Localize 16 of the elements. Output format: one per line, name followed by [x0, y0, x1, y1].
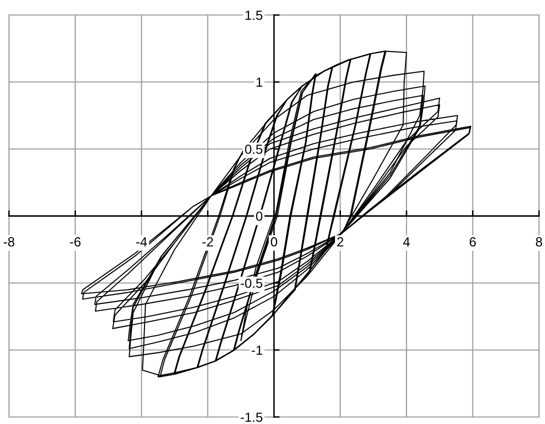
y-tick-label: -0.5 — [240, 278, 262, 288]
x-tick-label: -8 — [4, 237, 14, 247]
x-tick-label: 6 — [470, 237, 476, 247]
x-tick-label: -2 — [202, 237, 213, 246]
y-tick-label: 1 — [256, 78, 262, 87]
x-tick-label: 2 — [337, 237, 344, 246]
y-tick-label: 0 — [256, 212, 262, 221]
x-tick-label: 8 — [536, 237, 542, 247]
y-tick-label: 1.5 — [246, 10, 262, 20]
x-tick-label: 4 — [403, 237, 410, 246]
x-tick-label: -6 — [70, 237, 81, 247]
y-tick-label: 0.5 — [245, 144, 262, 154]
y-tick-label: -1.5 — [240, 412, 262, 422]
x-tick-label: 0 — [270, 237, 278, 247]
y-tick-label: -1 — [252, 346, 262, 355]
x-tick-label: -4 — [136, 237, 147, 246]
